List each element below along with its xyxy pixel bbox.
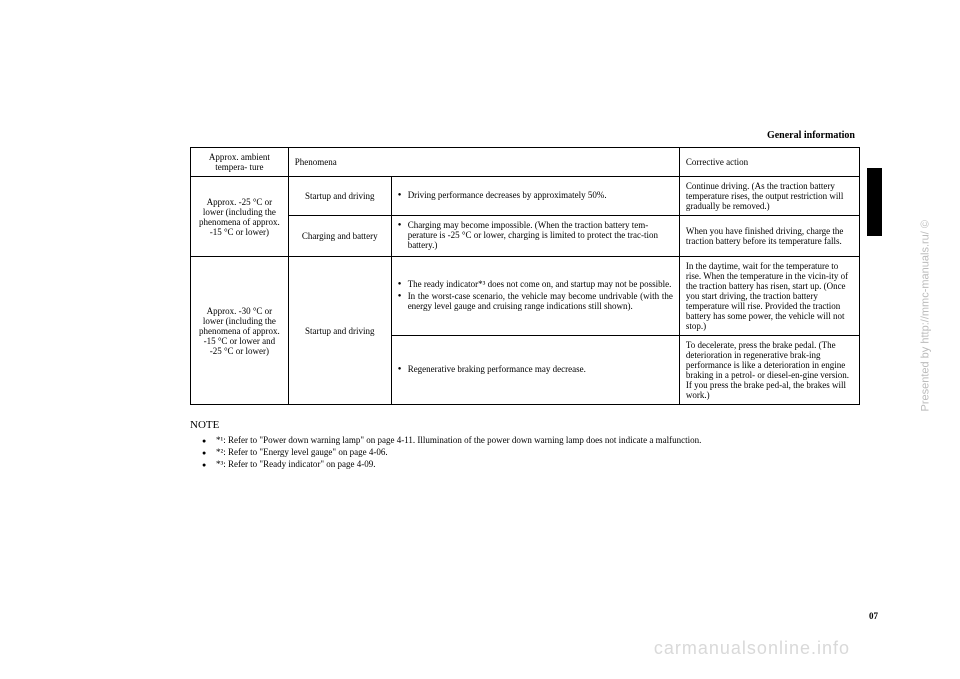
table-row: Approx. -30 °C or lower (including the p… (191, 257, 860, 336)
note-item: *²: Refer to "Energy level gauge" on pag… (202, 447, 860, 457)
cell-temp-2: Approx. -30 °C or lower (including the p… (191, 257, 289, 405)
phen-bullet: Driving performance decreases by approxi… (398, 190, 673, 200)
page-content: General information Approx. ambient temp… (0, 0, 960, 469)
phen-bullet: Regenerative braking performance may dec… (398, 364, 673, 374)
cell-phase-2: Startup and driving (288, 257, 391, 405)
cell-action-2a: In the daytime, wait for the temperature… (679, 257, 859, 336)
table-row: Charging and battery Charging may become… (191, 216, 860, 257)
cell-action-1a: Continue driving. (As the traction batte… (679, 177, 859, 216)
phenomena-table: Approx. ambient tempera- ture Phenomena … (190, 147, 860, 405)
note-section: NOTE *¹: Refer to "Power down warning la… (190, 419, 860, 469)
cell-phen-2a: The ready indicator*³ does not come on, … (391, 257, 679, 336)
note-item: *³: Refer to "Ready indicator" on page 4… (202, 459, 860, 469)
note-list: *¹: Refer to "Power down warning lamp" o… (190, 435, 860, 469)
cell-phen-2b: Regenerative braking performance may dec… (391, 336, 679, 405)
section-title: General information (190, 130, 860, 141)
phen-bullet: Charging may become impossible. (When th… (398, 220, 673, 250)
note-item: *¹: Refer to "Power down warning lamp" o… (202, 435, 860, 445)
phen-bullet: In the worst-case scenario, the vehicle … (398, 291, 673, 311)
th-temp: Approx. ambient tempera- ture (191, 148, 289, 177)
cell-phen-1b: Charging may become impossible. (When th… (391, 216, 679, 257)
cell-action-1b: When you have finished driving, charge t… (679, 216, 859, 257)
watermark-side: Presented by http://mmc-manuals.ru/ © (920, 220, 932, 412)
th-phen: Phenomena (288, 148, 679, 177)
phen-bullet: The ready indicator*³ does not come on, … (398, 279, 673, 289)
cell-phase-1a: Startup and driving (288, 177, 391, 216)
note-title: NOTE (190, 419, 860, 431)
cell-phase-1b: Charging and battery (288, 216, 391, 257)
side-tab-marker (867, 168, 882, 236)
cell-action-2b: To decelerate, press the brake pedal. (T… (679, 336, 859, 405)
watermark-bottom: carmanualsonline.info (654, 638, 850, 659)
table-row: Approx. -25 °C or lower (including the p… (191, 177, 860, 216)
cell-phen-1a: Driving performance decreases by approxi… (391, 177, 679, 216)
page-number: 07 (869, 611, 878, 621)
th-action: Corrective action (679, 148, 859, 177)
cell-temp-1: Approx. -25 °C or lower (including the p… (191, 177, 289, 257)
